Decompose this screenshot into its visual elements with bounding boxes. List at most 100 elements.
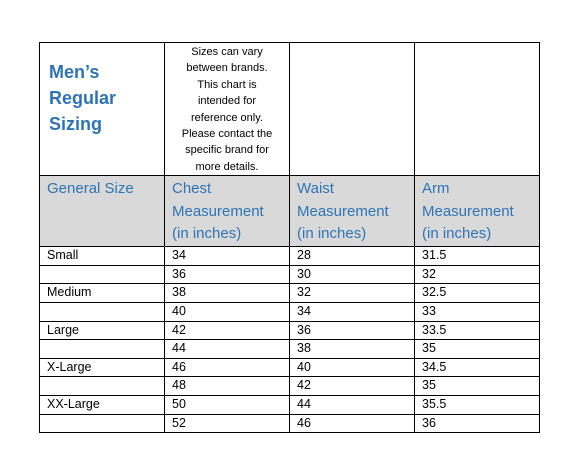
arm-cell: 32: [414, 264, 540, 285]
cell-value: 44: [172, 341, 186, 356]
cell-value: 32: [297, 285, 311, 300]
arm-cell: 33: [414, 302, 540, 322]
table-row: Small 34 28 31.5: [39, 246, 540, 266]
table-title: Men’s Regular Sizing: [49, 62, 117, 134]
size-cell: [39, 339, 165, 359]
cell-value: 42: [172, 322, 186, 337]
table-row: 52 46 36: [39, 413, 540, 434]
chest-cell: 40: [164, 302, 290, 322]
cell-value: 36: [297, 322, 311, 337]
table-row: 40 34 33: [39, 302, 540, 322]
title-row: Men’s Regular Sizing Sizes can vary betw…: [39, 41, 540, 177]
empty-cell: [289, 41, 415, 177]
cell-value: 34: [172, 248, 186, 263]
arm-cell: 34.5: [414, 357, 540, 378]
table-row: Medium 38 32 32.5: [39, 283, 540, 304]
size-cell: Small: [39, 246, 165, 266]
cell-value: 52: [172, 415, 186, 430]
cell-value: 46: [172, 359, 186, 374]
size-cell: Medium: [39, 283, 165, 304]
waist-cell: 30: [289, 264, 415, 285]
column-header: Chest Measurement (in inches): [172, 180, 264, 243]
cell-value: 46: [297, 415, 311, 430]
cell-value: 36: [422, 415, 436, 430]
cell-value: 35.5: [422, 397, 447, 411]
size-cell: [39, 376, 165, 396]
size-cell: [39, 413, 165, 434]
waist-cell: 40: [289, 357, 415, 378]
table-row: 48 42 35: [39, 376, 540, 396]
cell-value: 36: [172, 266, 186, 281]
table-row: Large 42 36 33.5: [39, 320, 540, 341]
arm-cell: 35: [414, 376, 540, 396]
cell-value: 35: [422, 378, 436, 393]
table-row: X-Large 46 40 34.5: [39, 357, 540, 378]
cell-value: 34.5: [422, 359, 447, 374]
cell-value: 33: [422, 304, 436, 319]
empty-cell: [414, 41, 540, 177]
size-cell: [39, 302, 165, 322]
size-cell: XX-Large: [39, 395, 165, 415]
column-header: Waist Measurement (in inches): [297, 180, 389, 243]
header-row: General Size Chest Measurement (in inche…: [39, 175, 540, 248]
table-row: 44 38 35: [39, 339, 540, 359]
waist-cell: 46: [289, 413, 415, 434]
chest-cell: 50: [164, 395, 290, 415]
cell-value: 38: [297, 341, 311, 356]
cell-value: 28: [297, 248, 311, 263]
cell-value: Large: [47, 322, 79, 337]
header-cell-arm: Arm Measurement (in inches): [414, 175, 540, 248]
waist-cell: 38: [289, 339, 415, 359]
waist-cell: 42: [289, 376, 415, 396]
header-cell-general-size: General Size: [39, 175, 165, 248]
cell-value: 30: [297, 266, 311, 281]
cell-value: 44: [297, 397, 311, 411]
cell-value: 40: [297, 359, 311, 374]
cell-value: 48: [172, 378, 186, 393]
cell-value: 33.5: [422, 322, 447, 337]
cell-value: 34: [297, 304, 311, 319]
title-cell: Men’s Regular Sizing: [39, 41, 165, 177]
waist-cell: 28: [289, 246, 415, 266]
arm-cell: 33.5: [414, 320, 540, 341]
chest-cell: 34: [164, 246, 290, 266]
arm-cell: 36: [414, 413, 540, 434]
cell-value: 32.5: [422, 285, 447, 300]
column-header: General Size: [47, 180, 134, 198]
table-row: 36 30 32: [39, 264, 540, 285]
table-row: XX-Large 50 44 35.5: [39, 395, 540, 415]
disclaimer-note: Sizes can vary between brands. This char…: [181, 46, 273, 173]
size-cell: X-Large: [39, 357, 165, 378]
size-cell: Large: [39, 320, 165, 341]
cell-value: 50: [172, 397, 186, 411]
sizing-table: Men’s Regular Sizing Sizes can vary betw…: [39, 41, 540, 434]
size-cell: [39, 264, 165, 285]
waist-cell: 36: [289, 320, 415, 341]
chest-cell: 42: [164, 320, 290, 341]
waist-cell: 32: [289, 283, 415, 304]
chest-cell: 46: [164, 357, 290, 378]
cell-value: 35: [422, 341, 436, 356]
cell-value: 38: [172, 285, 186, 300]
header-cell-waist: Waist Measurement (in inches): [289, 175, 415, 248]
chest-cell: 48: [164, 376, 290, 396]
waist-cell: 44: [289, 395, 415, 415]
cell-value: 42: [297, 378, 311, 393]
chest-cell: 44: [164, 339, 290, 359]
cell-value: Medium: [47, 285, 92, 300]
arm-cell: 32.5: [414, 283, 540, 304]
arm-cell: 35.5: [414, 395, 540, 415]
note-cell: Sizes can vary between brands. This char…: [164, 41, 290, 177]
cell-value: X-Large: [47, 359, 92, 374]
column-header: Arm Measurement (in inches): [422, 180, 514, 243]
cell-value: 31.5: [422, 248, 447, 263]
chest-cell: 52: [164, 413, 290, 434]
cell-value: 40: [172, 304, 186, 319]
cell-value: XX-Large: [47, 397, 100, 411]
cell-value: 32: [422, 266, 436, 281]
waist-cell: 34: [289, 302, 415, 322]
arm-cell: 35: [414, 339, 540, 359]
arm-cell: 31.5: [414, 246, 540, 266]
chest-cell: 36: [164, 264, 290, 285]
cell-value: Small: [47, 248, 79, 263]
